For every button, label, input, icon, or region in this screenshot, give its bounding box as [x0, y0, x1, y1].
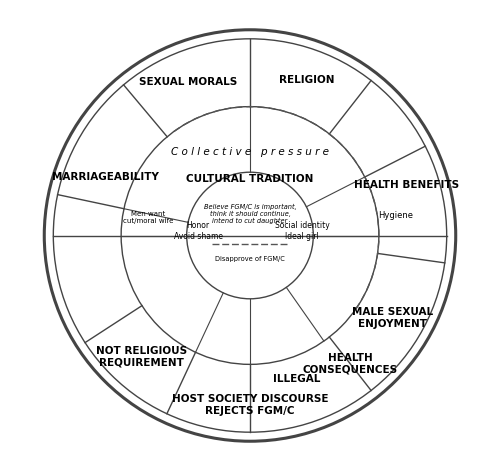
- Text: MARRIAGEABILITY: MARRIAGEABILITY: [52, 172, 159, 182]
- Text: Believe FGM/C is important,
think it should continue,
intend to cut daughter: Believe FGM/C is important, think it sho…: [204, 203, 296, 224]
- Text: Social identity
Ideal girl: Social identity Ideal girl: [274, 221, 330, 241]
- Text: CULTURAL TRADITION: CULTURAL TRADITION: [186, 174, 314, 184]
- Text: SEXUAL MORALS: SEXUAL MORALS: [139, 77, 237, 88]
- Text: HEALTH
CONSEQUENCES: HEALTH CONSEQUENCES: [302, 353, 398, 374]
- Text: Men want
cut/moral wife: Men want cut/moral wife: [123, 211, 174, 224]
- Text: Honor
Avoid shame: Honor Avoid shame: [174, 221, 222, 241]
- Text: ILLEGAL: ILLEGAL: [273, 374, 320, 384]
- Text: RELIGION: RELIGION: [278, 75, 334, 85]
- Text: NOT RELIGIOUS
REQUIREMENT: NOT RELIGIOUS REQUIREMENT: [96, 346, 186, 367]
- Text: Hygiene: Hygiene: [378, 211, 413, 219]
- Text: HOST SOCIETY DISCOURSE
REJECTS FGM/C: HOST SOCIETY DISCOURSE REJECTS FGM/C: [172, 394, 328, 416]
- Text: Disapprove of FGM/C: Disapprove of FGM/C: [215, 256, 285, 262]
- Text: MALE SEXUAL
ENJOYMENT: MALE SEXUAL ENJOYMENT: [352, 307, 434, 329]
- Text: C o l l e c t i v e   p r e s s u r e: C o l l e c t i v e p r e s s u r e: [171, 147, 329, 157]
- Text: HEALTH BENEFITS: HEALTH BENEFITS: [354, 179, 460, 189]
